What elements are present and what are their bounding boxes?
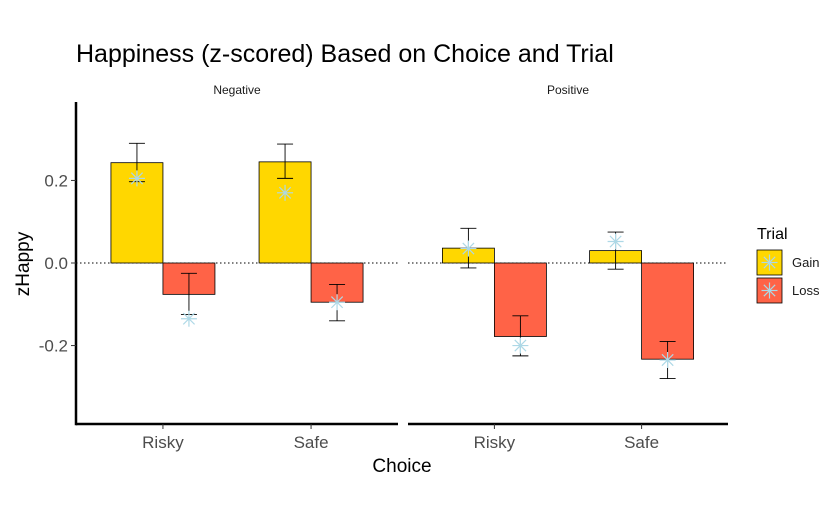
legend-label-gain: Gain: [792, 255, 819, 270]
data-point-asterisk: [460, 240, 477, 257]
asterisk-stroke: [278, 186, 292, 199]
data-point-asterisk: [607, 233, 624, 250]
x-tick-label: Risky: [474, 433, 516, 452]
data-point-asterisk: [180, 310, 197, 327]
asterisk-stroke: [130, 172, 144, 185]
chart-title: Happiness (z-scored) Based on Choice and…: [76, 40, 614, 68]
asterisk-stroke: [462, 242, 475, 255]
y-axis-label: zHappy: [13, 231, 34, 296]
plot-area: Negative Risky Safe Positive Risky Safe -0.2 0.…: [39, 83, 728, 452]
asterisk-stroke: [514, 339, 527, 352]
panel-strip-label: Negative: [213, 83, 261, 97]
x-tick-label: Safe: [624, 433, 659, 452]
asterisk-stroke: [661, 353, 674, 367]
data-point-asterisk: [128, 170, 145, 187]
asterisk-stroke: [330, 296, 344, 309]
data-point-asterisk: [512, 337, 529, 354]
legend-title: Trial: [757, 226, 788, 243]
legend-asterisk: [761, 254, 778, 271]
legend: Trial Gain Loss: [756, 226, 820, 304]
legend-asterisk: [761, 282, 778, 299]
y-tick-label: 0.0: [44, 254, 68, 273]
data-point-asterisk: [659, 352, 676, 369]
legend-label-loss: Loss: [792, 283, 820, 298]
asterisk-stroke: [763, 256, 776, 269]
asterisk-stroke: [609, 235, 622, 248]
panel-strip-label: Positive: [547, 83, 589, 97]
data-point-asterisk: [277, 184, 294, 201]
asterisk-stroke: [763, 284, 776, 297]
x-tick-label: Safe: [294, 433, 329, 452]
asterisk-stroke: [182, 312, 196, 325]
x-tick-label: Risky: [142, 433, 184, 452]
y-tick-label: 0.2: [44, 171, 68, 190]
x-axis-label: Choice: [372, 456, 431, 477]
data-point-asterisk: [329, 294, 346, 311]
y-tick-label: -0.2: [39, 337, 68, 356]
error-bar: [277, 143, 294, 179]
